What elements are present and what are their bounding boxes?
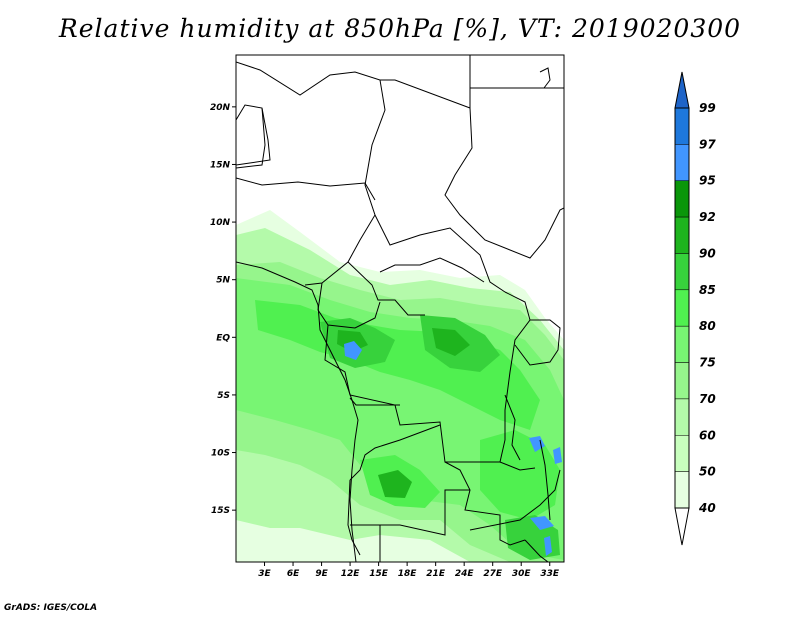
lon-tick-label: 6E [287, 569, 300, 579]
colorbar-label: 80 [699, 319, 716, 333]
colorbar-segment [674, 435, 690, 472]
colorbar-label: 92 [699, 210, 716, 224]
lat-tick-label: EQ [216, 333, 230, 343]
lat-tick-label: 20N [210, 103, 231, 113]
lon-tick-label: 18E [398, 569, 418, 579]
colorbar-label: 50 [699, 465, 716, 479]
grads-credit: GrADS: IGES/COLA [4, 603, 98, 613]
lon-tick-label: 15E [369, 569, 389, 579]
colorbar-label: 97 [699, 137, 716, 151]
colorbar-segment [674, 398, 690, 436]
latitude-axis: 20N 15N 10N 5N EQ 5S 10S 15S [210, 103, 236, 516]
humidity-area-97 [344, 341, 362, 360]
lon-tick-label: 3E [258, 569, 271, 579]
coastlines [236, 67, 551, 562]
colorbar-top-arrow [674, 71, 690, 109]
colorbar-segment [674, 144, 690, 181]
colorbar-segment [674, 471, 690, 509]
colorbar-segment [674, 216, 690, 254]
colorbar-segment [674, 253, 690, 291]
colorbar-label: 40 [698, 501, 716, 515]
colorbar-segment [674, 289, 690, 327]
lon-tick-label: 21E [426, 569, 446, 579]
colorbar-label: 85 [699, 283, 716, 297]
colorbar-label: 99 [699, 101, 716, 115]
humidity-area-92 [378, 470, 412, 498]
humidity-area-97c [530, 516, 554, 530]
colorbar-label: 95 [699, 174, 716, 188]
longitude-axis: 3E 6E 9E 12E 15E 18E 21E 24E 27E 30E 33E [258, 562, 560, 579]
humidity-area-97e [553, 447, 562, 464]
humidity-area-97d [544, 536, 552, 556]
lon-tick-label: 27E [483, 569, 503, 579]
colorbar-legend: 99 97 95 92 90 85 80 75 70 60 50 40 [674, 71, 716, 546]
lon-tick-label: 12E [341, 569, 361, 579]
humidity-area-97b [529, 436, 545, 452]
lat-tick-label: 10S [211, 449, 230, 459]
colorbar-label: 75 [699, 356, 716, 370]
humidity-area-92b [432, 328, 470, 356]
country-borders [236, 55, 564, 562]
lat-tick-label: 5N [216, 276, 230, 286]
lat-tick-label: 15S [211, 506, 230, 516]
colorbar-segment [674, 180, 690, 218]
colorbar-segment [674, 107, 690, 145]
colorbar-outline [674, 107, 690, 509]
lat-tick-label: 15N [210, 160, 231, 170]
lon-tick-label: 24E [455, 569, 475, 579]
humidity-field [236, 55, 564, 562]
colorbar-label: 90 [699, 246, 716, 260]
lat-tick-label: 5S [217, 391, 230, 401]
lon-tick-label: 30E [512, 569, 532, 579]
colorbar-bottom-arrow [674, 507, 690, 546]
colorbar-segment [674, 325, 690, 363]
map-frame [235, 54, 565, 563]
lon-tick-label: 33E [540, 569, 560, 579]
humidity-area-85c [480, 430, 560, 520]
colorbar-segment [674, 362, 690, 400]
lon-tick-label: 9E [315, 569, 328, 579]
lat-tick-label: 10N [210, 218, 231, 228]
colorbar-label: 70 [699, 392, 716, 406]
chart-title: Relative humidity at 850hPa [%], VT: 201… [58, 14, 742, 43]
colorbar-label: 60 [699, 428, 716, 442]
